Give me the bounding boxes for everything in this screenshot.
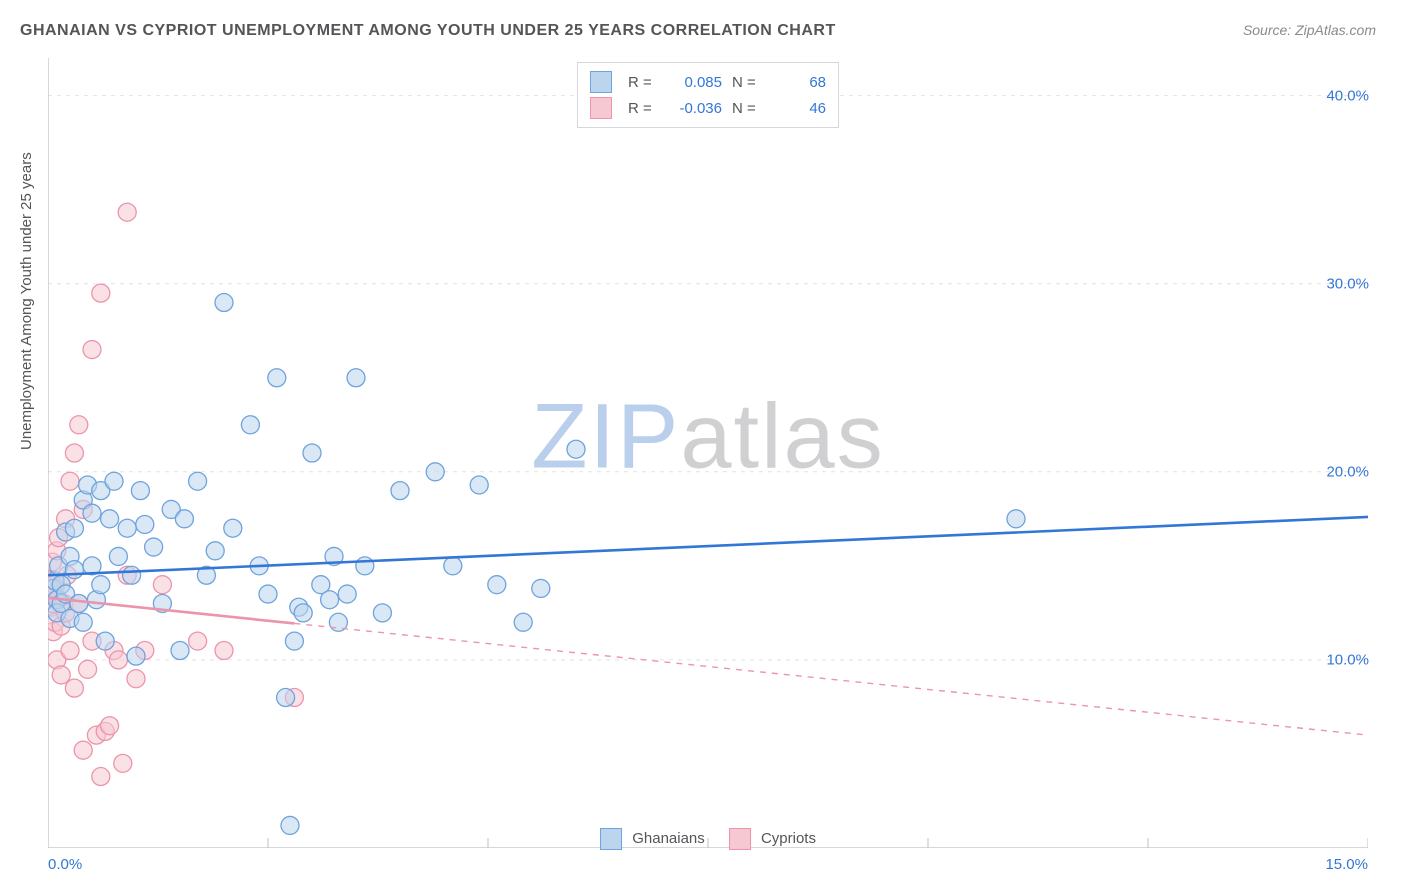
r-value-cypriots: -0.036 (666, 100, 722, 117)
y-tick-label: 40.0% (1326, 87, 1369, 104)
y-tick-label: 10.0% (1326, 651, 1369, 668)
y-tick-label: 30.0% (1326, 275, 1369, 292)
series-legend: Ghanaians Cypriots (600, 828, 816, 850)
n-label: N = (732, 74, 760, 91)
swatch-cypriots (729, 828, 751, 850)
x-tick-label: 15.0% (1325, 856, 1368, 873)
page-title: GHANAIAN VS CYPRIOT UNEMPLOYMENT AMONG Y… (20, 22, 836, 40)
y-axis-label: Unemployment Among Youth under 25 years (18, 152, 35, 450)
stats-legend: R = 0.085 N = 68 R = -0.036 N = 46 (577, 62, 839, 128)
y-tick-label: 20.0% (1326, 463, 1369, 480)
n-label: N = (732, 100, 760, 117)
chart-area: ZIPatlas R = 0.085 N = 68 R = -0.036 N =… (48, 58, 1368, 848)
x-tick-label: 0.0% (48, 856, 82, 873)
n-value-ghanaians: 68 (770, 74, 826, 91)
stats-row-ghanaians: R = 0.085 N = 68 (590, 69, 826, 95)
r-label: R = (628, 100, 656, 117)
scatter-chart (48, 58, 1368, 848)
swatch-ghanaians (600, 828, 622, 850)
swatch-cypriots (590, 97, 612, 119)
r-label: R = (628, 74, 656, 91)
swatch-ghanaians (590, 71, 612, 93)
legend-label-cypriots: Cypriots (761, 830, 816, 847)
source-label: Source: ZipAtlas.com (1243, 22, 1376, 38)
stats-row-cypriots: R = -0.036 N = 46 (590, 95, 826, 121)
legend-item-cypriots: Cypriots (729, 828, 816, 850)
legend-label-ghanaians: Ghanaians (632, 830, 705, 847)
r-value-ghanaians: 0.085 (666, 74, 722, 91)
n-value-cypriots: 46 (770, 100, 826, 117)
legend-item-ghanaians: Ghanaians (600, 828, 705, 850)
